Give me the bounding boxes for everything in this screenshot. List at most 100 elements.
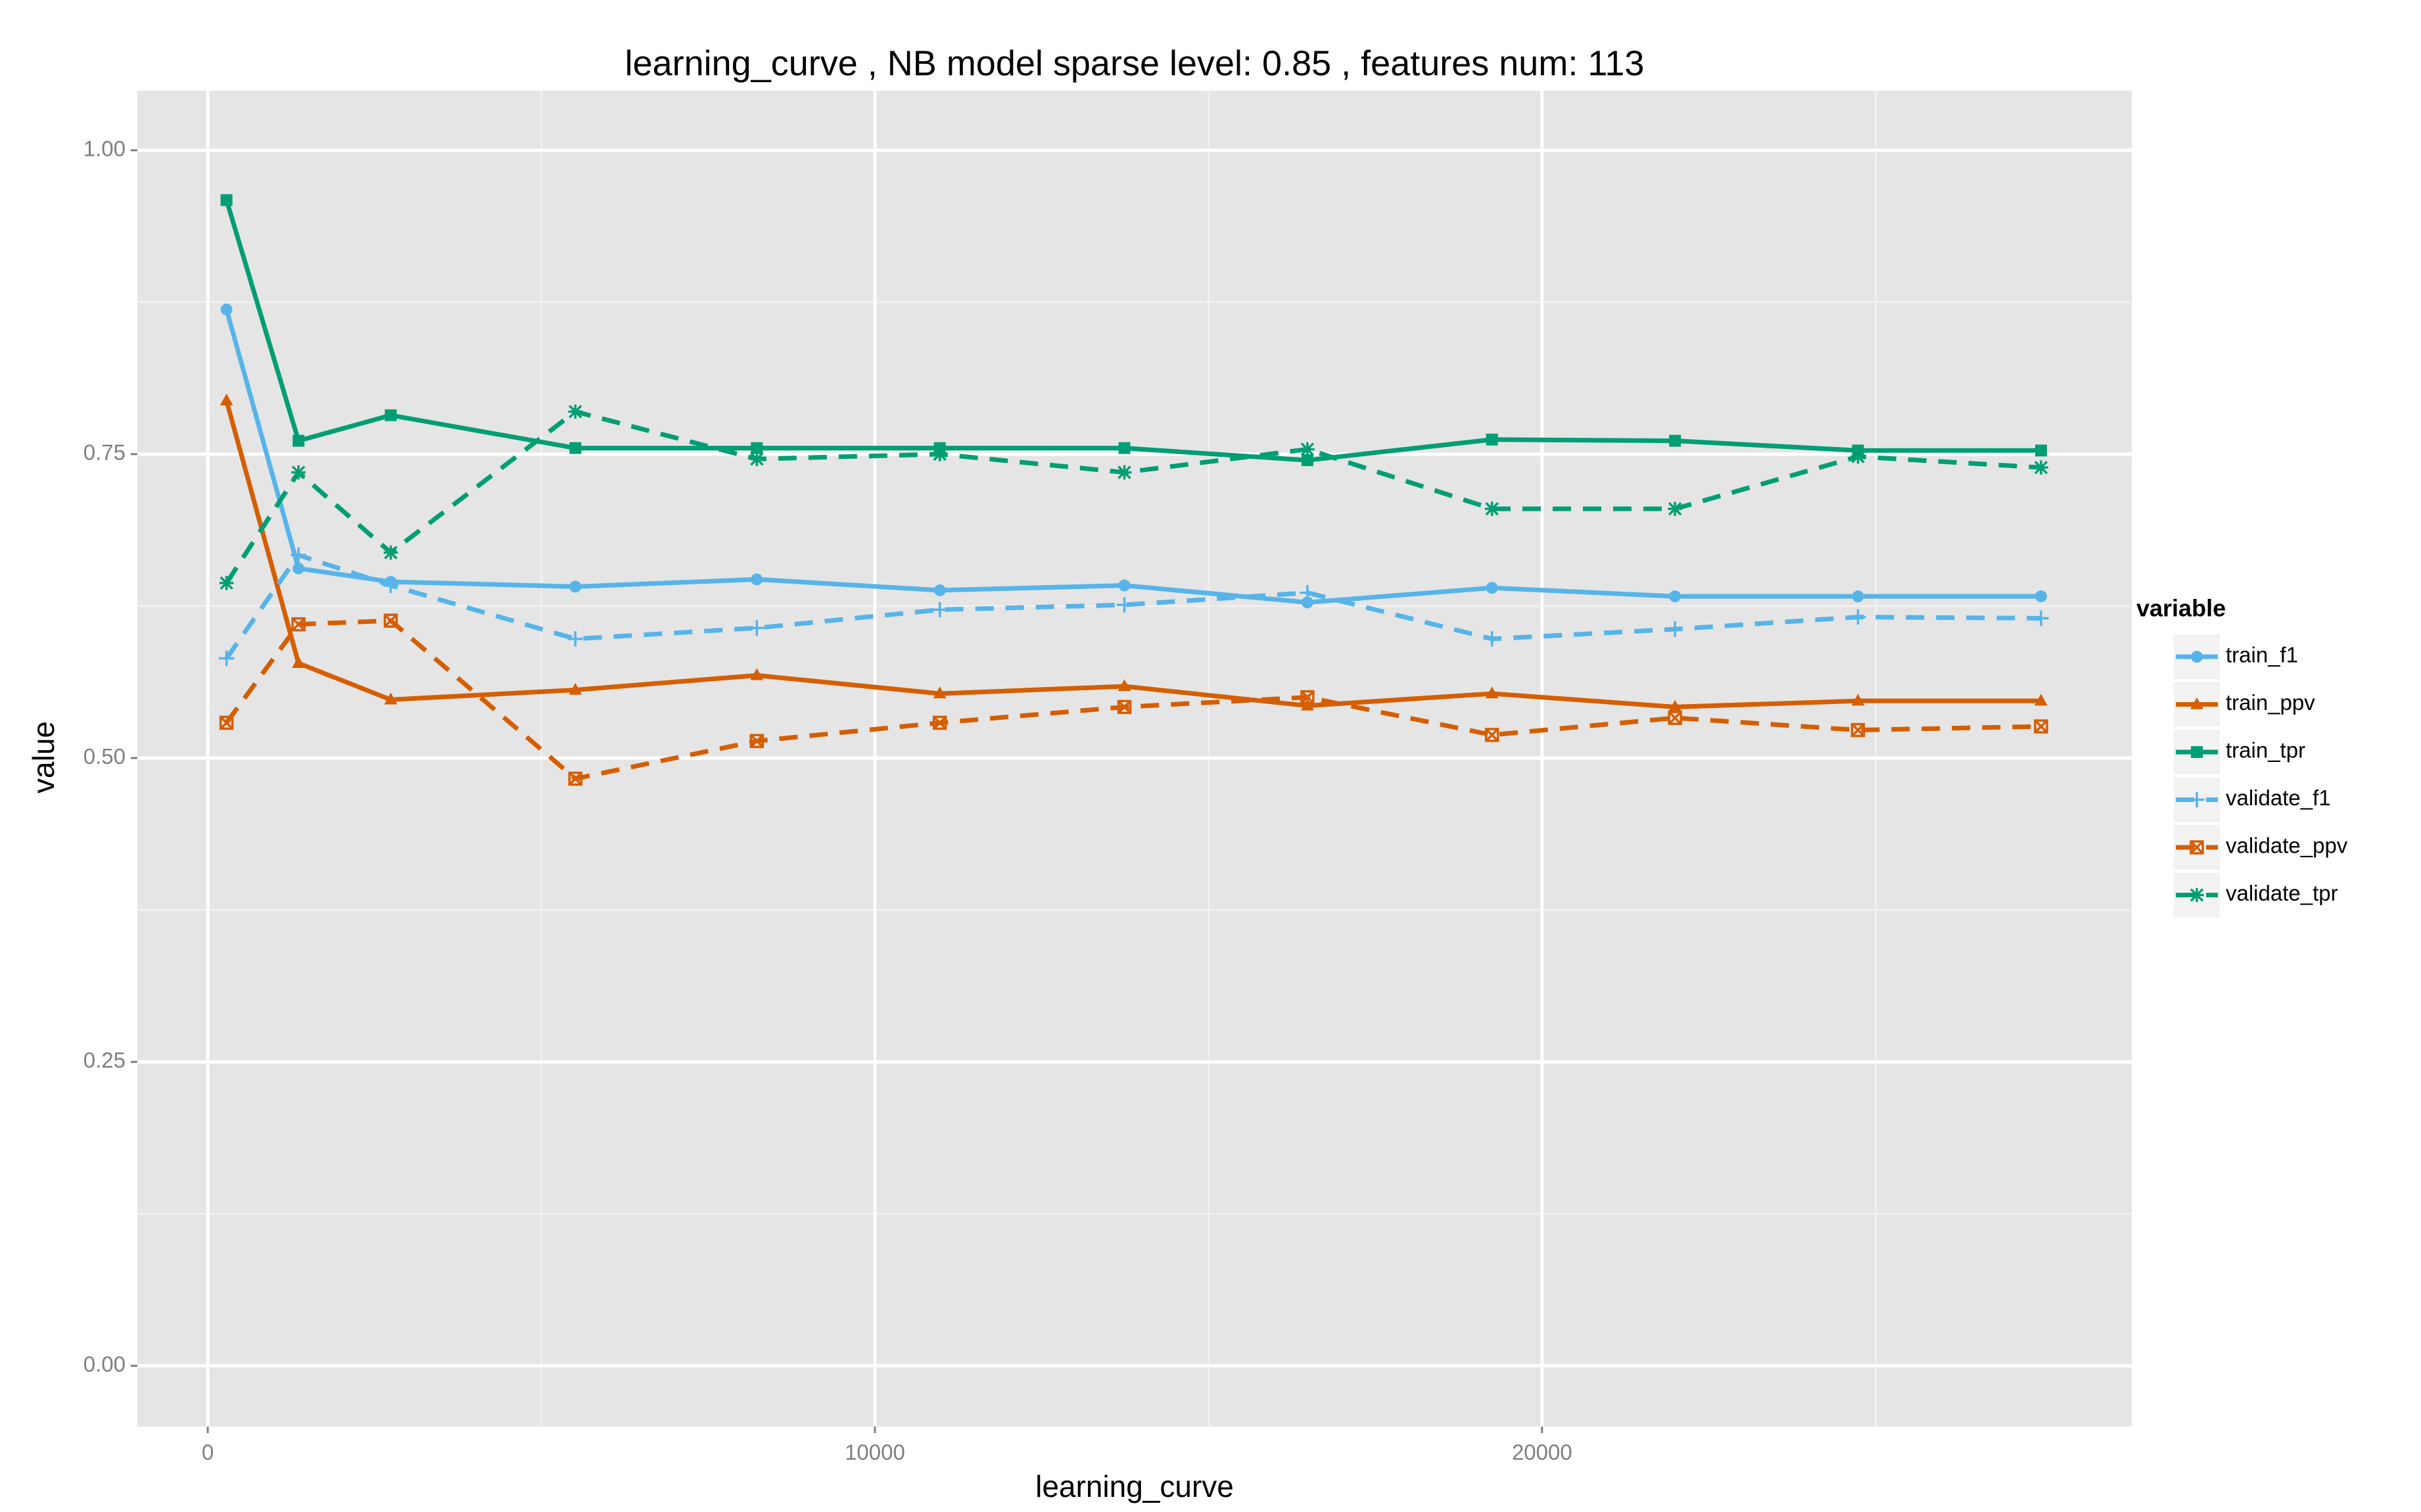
marker	[1669, 435, 1681, 447]
marker-part	[1850, 449, 1866, 464]
marker	[751, 573, 763, 586]
marker-part	[1484, 502, 1499, 516]
marker	[292, 656, 305, 669]
marker	[1668, 502, 1682, 516]
marker	[1300, 584, 1315, 601]
marker	[1484, 728, 1499, 742]
x-tick-label: 20000	[1512, 1440, 1572, 1465]
marker	[1668, 711, 1682, 725]
marker-part	[385, 409, 397, 421]
marker-part	[1301, 698, 1314, 711]
marker	[1851, 694, 1865, 706]
marker-part	[1486, 433, 1498, 446]
marker-part	[292, 656, 305, 669]
marker-part	[218, 650, 235, 667]
marker	[933, 584, 946, 596]
marker	[383, 613, 398, 628]
marker-part	[2034, 694, 2048, 706]
marker	[1669, 590, 1681, 603]
marker-part	[2191, 746, 2203, 758]
marker	[220, 393, 233, 406]
marker-part	[219, 715, 234, 730]
marker	[1484, 631, 1500, 647]
marker-part	[1850, 722, 1866, 738]
marker-part	[220, 303, 233, 316]
marker-part	[2034, 719, 2048, 734]
marker-part	[933, 716, 947, 730]
marker-part	[291, 617, 306, 631]
marker-part	[749, 620, 765, 636]
marker-part	[1668, 699, 1682, 712]
marker	[1486, 433, 1498, 446]
marker-part	[751, 573, 763, 586]
series-line	[224, 618, 2042, 782]
legend-title: variable	[2136, 595, 2226, 622]
marker	[751, 442, 763, 454]
marker-part	[750, 734, 764, 748]
marker	[384, 692, 398, 705]
x-tick-label: 10000	[845, 1440, 905, 1465]
marker	[1484, 502, 1499, 516]
marker-part	[2034, 719, 2048, 734]
marker-part	[2034, 590, 2047, 603]
marker	[1116, 597, 1133, 613]
marker	[291, 617, 306, 632]
marker	[291, 547, 306, 563]
marker-part	[1300, 584, 1315, 601]
marker	[569, 442, 582, 454]
marker	[219, 576, 234, 590]
marker-part	[568, 404, 583, 419]
marker-part	[1668, 711, 1682, 725]
marker-part	[1117, 679, 1131, 692]
series-line	[224, 308, 2041, 605]
marker	[933, 686, 947, 699]
marker	[2190, 697, 2203, 709]
marker	[1850, 449, 1866, 464]
marker	[569, 682, 582, 695]
marker	[749, 734, 764, 748]
marker-part	[2190, 840, 2204, 855]
marker-part	[750, 668, 764, 680]
marker-part	[1116, 597, 1133, 613]
series-line	[224, 552, 2042, 660]
marker-part	[2034, 444, 2047, 457]
legend-label: validate_ppv	[2226, 834, 2348, 858]
marker-part	[1117, 699, 1132, 715]
marker	[220, 303, 233, 316]
marker-part	[1851, 694, 1865, 706]
marker-part	[1117, 700, 1131, 714]
marker-part	[384, 692, 398, 705]
marker-part	[1485, 728, 1499, 742]
marker-part	[2190, 697, 2203, 709]
marker	[2191, 746, 2203, 758]
legend-label: validate_f1	[2226, 786, 2331, 810]
marker	[749, 452, 764, 467]
y-tick-label: 1.00	[83, 136, 126, 160]
marker	[1301, 454, 1313, 467]
marker-part	[569, 580, 582, 593]
marker	[1300, 690, 1315, 705]
marker-part	[1850, 609, 1866, 625]
marker-part	[932, 447, 947, 461]
marker-part	[1117, 465, 1132, 480]
marker-part	[384, 613, 398, 628]
marker	[2034, 719, 2048, 734]
marker	[291, 465, 306, 480]
legend-label: train_tpr	[2226, 738, 2305, 763]
marker-part	[220, 194, 233, 206]
marker-part	[1669, 435, 1681, 447]
marker	[2190, 887, 2204, 903]
marker	[218, 650, 235, 667]
marker	[1117, 699, 1132, 715]
marker	[2034, 460, 2048, 475]
marker-part	[1668, 711, 1682, 725]
marker	[568, 771, 583, 786]
marker-part	[291, 547, 306, 563]
marker-part	[1851, 723, 1865, 737]
series-line	[224, 409, 2042, 584]
marker-part	[291, 617, 306, 632]
marker	[569, 580, 582, 593]
marker	[1668, 699, 1682, 712]
